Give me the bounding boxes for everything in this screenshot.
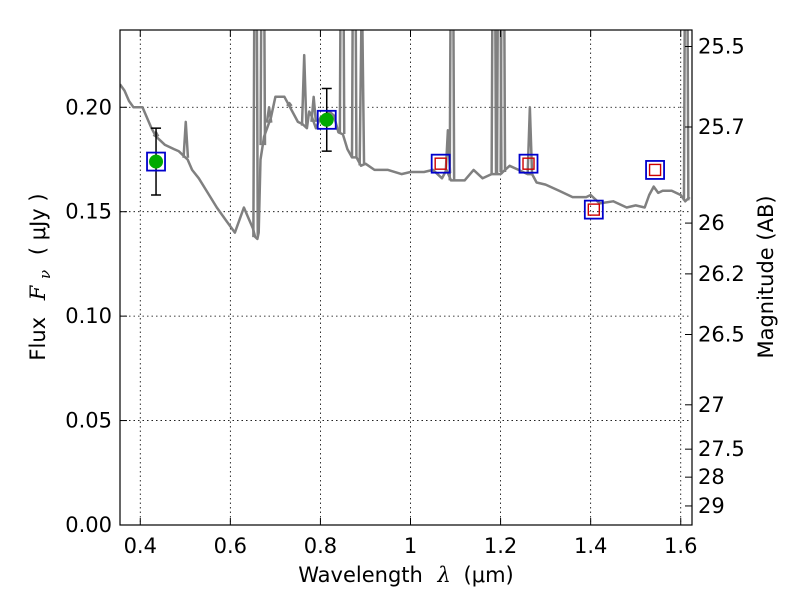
emission-line-spike (252, 30, 260, 238)
magnitude-tick-label: 27 (698, 393, 725, 417)
predicted-outer-box (430, 153, 451, 174)
y-axis-label-symbol: F (26, 284, 50, 301)
predicted-point (583, 199, 604, 220)
emission-line-spike (300, 53, 308, 126)
observed-point (316, 87, 337, 152)
emission-line-spike (286, 101, 293, 107)
x-axis-label: Wavelength λ (μm) (298, 563, 513, 587)
observed-dot (149, 154, 164, 169)
magnitude-tick-label: 26.2 (698, 262, 745, 286)
magnitude-tick-label: 25.5 (698, 34, 745, 58)
y-tick-label: 0.20 (65, 95, 112, 119)
magnitude-tick-label: 27.5 (698, 437, 745, 461)
magnitude-tick-label: 28 (698, 465, 725, 489)
predicted-inner-box (434, 157, 447, 170)
y-axis-label-subscript: ν (36, 270, 54, 279)
predicted-outer-box (645, 160, 665, 180)
magnitude-axis-label: Magnitude (AB) (754, 195, 778, 358)
plot-frame (119, 29, 693, 526)
x-axis-label-text: Wavelength (298, 563, 423, 587)
x-tick-label: 0.8 (304, 534, 337, 558)
observed-point (146, 127, 166, 196)
y-tick-label: 0.05 (65, 409, 112, 433)
magnitude-tick-label: 26 (698, 211, 725, 235)
predicted-point (430, 153, 451, 174)
y-axis-label: Flux F ν ( μJy ) (26, 193, 55, 360)
predicted-inner-box (648, 163, 662, 177)
predicted-point (645, 160, 665, 180)
emission-line-spike (265, 106, 273, 123)
x-tick-label: 1.2 (484, 534, 517, 558)
y-tick-label: 0.15 (65, 200, 112, 224)
observed-box (316, 109, 337, 130)
predicted-outer-box (518, 153, 539, 174)
photometry-markers (146, 87, 665, 220)
observed-box (146, 151, 166, 172)
x-tick-label: 0.6 (214, 534, 247, 558)
x-axis-label-unit: (μm) (464, 563, 514, 587)
y-tick-label: 0.10 (65, 304, 112, 328)
observed-dot (319, 112, 334, 127)
emission-line-spike (448, 30, 456, 181)
emission-line-spike (350, 30, 358, 158)
magnitude-tick-label: 26.5 (698, 323, 745, 347)
magnitude-tick-label: 29 (698, 494, 725, 518)
emission-line-spike (338, 30, 346, 135)
emission-line-spike (490, 30, 498, 175)
y-axis-label-text: Flux (26, 317, 50, 361)
emission-line-spike (526, 106, 534, 175)
x-tick-label: 1 (404, 534, 417, 558)
predicted-inner-box (587, 203, 601, 216)
x-tick-label: 0.4 (124, 534, 157, 558)
emission-line-spike (310, 95, 318, 123)
predicted-point (518, 153, 539, 174)
grid (120, 30, 692, 526)
emission-line-spike (259, 30, 267, 146)
x-axis-label-symbol: λ (437, 563, 451, 587)
predicted-inner-box (522, 157, 535, 170)
x-tick-label: 1.6 (664, 534, 697, 558)
y-tick-label: 0.00 (65, 513, 112, 537)
emission-line-spike (358, 30, 366, 166)
magnitude-tick-label: 25.7 (698, 115, 745, 139)
emission-line-spike (182, 120, 190, 158)
y-axis-label-unit: ( μJy ) (26, 193, 50, 255)
predicted-outer-box (583, 199, 604, 220)
emission-lines (152, 30, 690, 238)
x-tick-label: 1.4 (574, 534, 607, 558)
emission-line-spike (499, 30, 507, 173)
axis-ticks: 0.4 0.6 0.8 1 1.2 1.4 1.6 0.00 0.05 0.10 0.15 0.20 2… (65, 30, 745, 558)
